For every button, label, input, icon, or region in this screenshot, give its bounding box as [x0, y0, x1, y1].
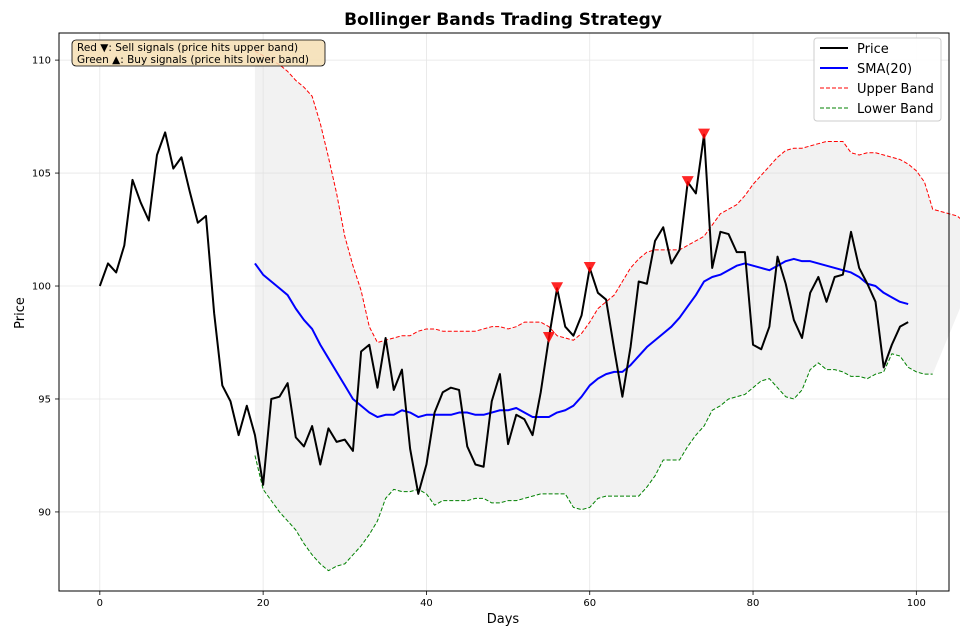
plot-frame — [58, 32, 950, 592]
x-axis-label: Days — [487, 612, 520, 627]
legend-label-upper: Upper Band — [857, 82, 934, 97]
y-axis-label: Price — [13, 297, 28, 329]
legend-label-lower: Lower Band — [857, 102, 933, 117]
legend-label-sma: SMA(20) — [857, 62, 912, 77]
annotation-background — [71, 39, 326, 67]
y-tick-label: 95 — [38, 394, 51, 405]
legend-box — [813, 37, 942, 122]
x-tick-label: 20 — [257, 598, 270, 609]
sma-20-line — [254, 257, 909, 419]
y-tick-label: 105 — [32, 169, 51, 180]
price-line — [98, 131, 909, 495]
y-tick-label: 90 — [38, 507, 51, 518]
sell-signal-marker — [698, 128, 711, 140]
signal-markers — [542, 128, 711, 343]
x-tick-label: 100 — [907, 598, 926, 609]
sell-signal-marker — [551, 282, 564, 294]
chart-title: Bollinger Bands Trading Strategy — [344, 10, 662, 30]
grid — [59, 33, 949, 591]
x-tick-label: 60 — [583, 598, 596, 609]
x-tick-label: 0 — [97, 598, 103, 609]
annotation-box: Red ▼: Sell signals (price hits upper ba… — [71, 39, 326, 67]
y-tick-label: 110 — [32, 56, 51, 67]
sell-signal-marker — [542, 331, 555, 343]
sell-signal-marker — [681, 176, 694, 188]
x-tick-label: 80 — [747, 598, 760, 609]
y-tick-label: 100 — [32, 282, 51, 293]
annotation-sell-text: Red ▼: Sell signals (price hits upper ba… — [77, 42, 298, 54]
legend-label-price: Price — [857, 42, 889, 57]
lower-band-line — [254, 353, 933, 572]
series-lines — [98, 50, 960, 572]
sell-signal-marker — [583, 261, 596, 273]
upper-band-line — [254, 50, 960, 343]
annotation-buy-text: Green ▲: Buy signals (price hits lower b… — [77, 54, 309, 66]
x-tick-label: 40 — [420, 598, 433, 609]
axis-ticks: 0 20 40 60 80 100 90 95 100 105 110 — [32, 56, 926, 609]
legend: Price SMA(20) Upper Band Lower Band — [813, 37, 942, 122]
